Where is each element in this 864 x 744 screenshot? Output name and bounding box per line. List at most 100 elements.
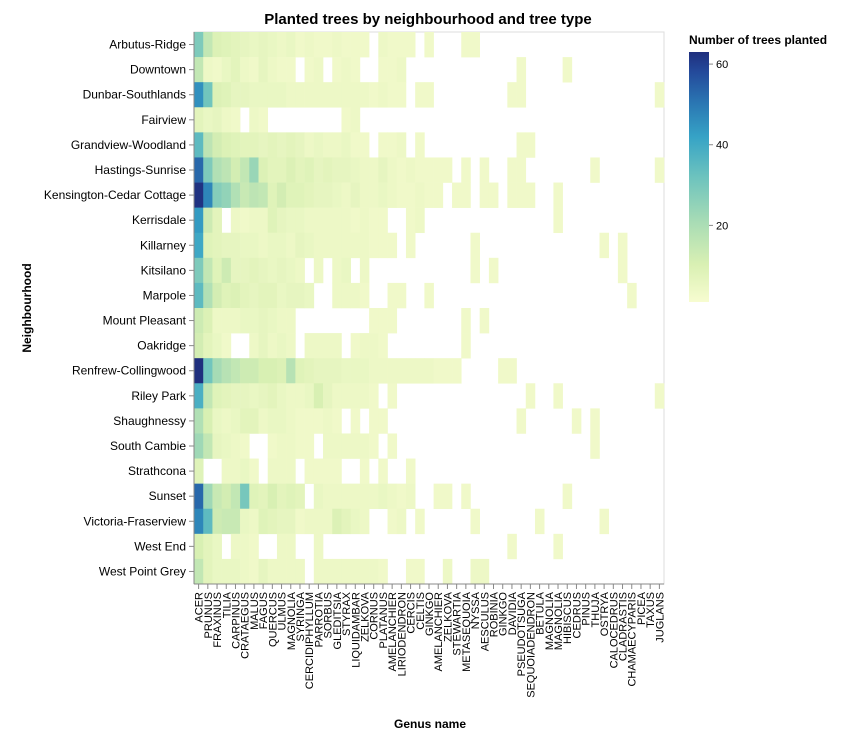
heatmap-cell	[194, 483, 204, 510]
heatmap-cell	[359, 207, 370, 234]
heatmap-cell	[194, 308, 204, 334]
heatmap-cell	[240, 282, 250, 309]
x-tick-label: STYRAX	[341, 591, 353, 636]
heatmap-cell	[258, 308, 269, 334]
heatmap-cell	[212, 558, 222, 585]
y-tick-label: Sunset	[149, 489, 187, 503]
heatmap-cell	[599, 508, 610, 535]
heatmap-cell	[433, 483, 444, 510]
heatmap-cell	[212, 308, 222, 334]
heatmap-cell	[230, 508, 241, 535]
heatmap-cell	[230, 308, 241, 334]
heatmap-cell	[313, 458, 324, 484]
heatmap-cell	[276, 157, 287, 183]
heatmap-cell	[304, 282, 315, 309]
y-tick-label: Hastings-Sunrise	[95, 163, 187, 177]
heatmap-cell	[461, 182, 471, 208]
heatmap-cell	[194, 107, 204, 133]
heatmap-cell	[415, 157, 425, 183]
y-tick-label: South Cambie	[110, 439, 186, 453]
heatmap-cell	[470, 558, 480, 585]
heatmap-cell	[369, 558, 379, 585]
heatmap-cell	[286, 57, 296, 83]
heatmap-cell	[240, 558, 250, 585]
heatmap-cell	[249, 508, 259, 535]
x-tick-labels: ACERPRUNUSFRAXINUSTILIACARPINUSCRATAEGUS…	[194, 584, 666, 698]
heatmap-cells	[194, 32, 665, 585]
heatmap-cell	[276, 433, 287, 459]
heatmap-cell	[230, 257, 241, 284]
x-tick-label: CERCIS	[406, 592, 418, 634]
heatmap-cell	[295, 232, 305, 259]
heatmap-cell	[323, 82, 333, 108]
heatmap-cell	[396, 483, 407, 510]
heatmap-cell	[276, 558, 287, 585]
heatmap-cell	[194, 82, 204, 108]
y-tick-label: Riley Park	[131, 389, 187, 403]
y-tick-label: Strathcona	[128, 464, 186, 478]
x-tick-label: QUERCUS	[267, 592, 279, 647]
heatmap-cell	[203, 483, 213, 510]
heatmap-cell	[341, 508, 351, 535]
heatmap-cell	[405, 182, 416, 208]
x-tick-label: LIQUIDAMBAR	[350, 592, 362, 668]
heatmap-cell	[359, 157, 370, 183]
heatmap-cell	[194, 207, 204, 234]
heatmap-cell	[286, 82, 296, 108]
x-tick-label: ACER	[194, 592, 206, 623]
heatmap-cell	[203, 232, 213, 259]
heatmap-cell	[203, 82, 213, 108]
heatmap-cell	[286, 458, 296, 484]
x-tick-label: TAXUS	[645, 592, 657, 628]
heatmap-cell	[194, 458, 204, 484]
heatmap-cell	[203, 282, 213, 309]
heatmap-cell	[470, 32, 480, 58]
heatmap-cell	[258, 182, 269, 208]
heatmap-cell	[276, 458, 287, 484]
heatmap-cell	[203, 157, 213, 183]
heatmap-cell	[415, 182, 425, 208]
color-legend: Number of trees planted 20 40 60	[689, 33, 827, 302]
heatmap-cell	[313, 207, 324, 234]
heatmap-cell	[230, 282, 241, 309]
heatmap-cell	[295, 257, 305, 284]
heatmap-cell	[442, 358, 453, 384]
y-tick-label: Oakridge	[137, 339, 186, 353]
heatmap-cell	[221, 257, 232, 284]
heatmap-cell	[267, 282, 278, 309]
heatmap-cell	[387, 132, 398, 158]
heatmap-cell	[221, 458, 232, 484]
heatmap-cell	[313, 182, 324, 208]
x-tick-label: PARROTIA	[313, 591, 325, 647]
heatmap-cell	[295, 558, 305, 585]
y-tick-label: Dunbar-Southlands	[83, 88, 186, 102]
heatmap-cell	[507, 182, 517, 208]
heatmap-cell	[258, 132, 269, 158]
heatmap-cell	[442, 558, 453, 585]
heatmap-cell	[562, 483, 573, 510]
legend-tick-label: 60	[716, 59, 728, 71]
heatmap-cell	[295, 182, 305, 208]
y-tick-label: Grandview-Woodland	[71, 138, 186, 152]
heatmap-cell	[323, 207, 333, 234]
heatmap-cell	[323, 458, 333, 484]
heatmap-cell	[387, 433, 398, 459]
heatmap-cell	[590, 408, 600, 434]
heatmap-cell	[461, 483, 471, 510]
x-tick-label: CLADRASTIS	[618, 592, 630, 661]
heatmap-cell	[396, 32, 407, 58]
heatmap-cell	[359, 257, 370, 284]
heatmap-cell	[534, 508, 545, 535]
heatmap-cell	[240, 257, 250, 284]
heatmap-cell	[230, 433, 241, 459]
x-tick-label: OSTRYA	[599, 591, 611, 636]
heatmap-cell	[267, 157, 278, 183]
heatmap-cell	[240, 358, 250, 384]
heatmap-cell	[230, 132, 241, 158]
heatmap-cell	[341, 433, 351, 459]
heatmap-cell	[267, 257, 278, 284]
heatmap-cell	[553, 383, 563, 409]
heatmap-cell	[221, 107, 232, 133]
heatmap-cell	[332, 558, 342, 585]
